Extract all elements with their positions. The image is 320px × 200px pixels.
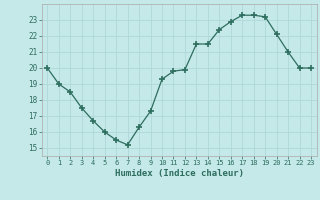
X-axis label: Humidex (Indice chaleur): Humidex (Indice chaleur) bbox=[115, 169, 244, 178]
